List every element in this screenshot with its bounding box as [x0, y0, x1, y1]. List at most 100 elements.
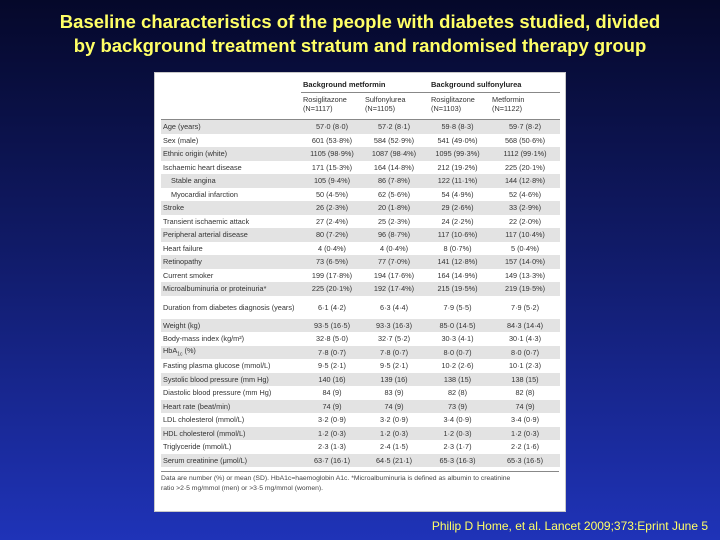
slide-title-line-1: Baseline characteristics of the people w… [59, 11, 661, 32]
cell-col-1: 199 (17·8%) [311, 270, 353, 280]
cell-col-3: 7·9 (5·5) [443, 302, 472, 312]
cell-col-2: 7·8 (0·7) [380, 347, 408, 357]
cell-col-3: 8 (0·7%) [443, 243, 472, 253]
column-header-2-name: Sulfonylurea [365, 95, 406, 104]
cell-col-4: 59·7 (8·2) [508, 122, 542, 132]
table-body: Age (years) 57·0 (8·0) 57·2 (8·1) 59·8 (8·3… [161, 119, 561, 467]
table-row: Duration from diabetes diagnosis (years)… [161, 295, 561, 319]
row-label: Stroke [163, 203, 185, 213]
column-header-row: Rosiglitazone (N=1117) Sulfonylurea (N=110… [161, 93, 561, 120]
group-header-row: Background metformin Background sulfonyl… [161, 76, 561, 93]
cell-col-2: 32·7 (5·2) [377, 334, 411, 344]
cell-col-3: 141 (12·8%) [437, 257, 478, 267]
cell-col-1: 27 (2·4%) [315, 216, 349, 226]
footnote-line-1: Data are number (%) or mean (SD). HbA1c=… [161, 475, 511, 482]
cell-col-2: 4 (0·4%) [380, 243, 408, 253]
row-label: Heart failure [163, 243, 203, 253]
cell-col-1: 50 (4·5%) [315, 189, 349, 199]
cell-col-1: 140 (16) [318, 374, 346, 384]
cell-col-3: 24 (2·2%) [441, 216, 474, 226]
table-row: Serum creatinine (μmol/L) 63·7 (16·1) 64·5… [161, 453, 561, 467]
table-row: Heart failure 4 (0·4%) 4 (0·4%) 8 (0·7%) 5 (… [161, 241, 561, 255]
cell-col-3: 59·8 (8·3) [441, 122, 474, 132]
cell-col-4: 52 (4·6%) [508, 189, 542, 199]
cell-col-1: 3·2 (0·9) [318, 415, 346, 425]
cell-col-2: 77 (7·0%) [377, 257, 411, 267]
row-label: Ischaemic heart disease [163, 162, 242, 172]
table-row: LDL cholesterol (mmol/L) 3·2 (0·9) 3·2 (0·… [161, 413, 561, 427]
cell-col-1: 1·2 (0·3) [318, 428, 346, 438]
table-footnote: Data are number (%) or mean (SD). HbA1c=… [161, 471, 559, 494]
cell-col-4: 3·4 (0·9) [511, 415, 539, 425]
cell-col-3: 85·0 (14·5) [439, 320, 476, 330]
cell-col-4: 138 (15) [511, 374, 539, 384]
row-label: Peripheral arterial disease [163, 230, 248, 240]
cell-col-1: 2·3 (1·3) [318, 442, 346, 452]
cell-col-1: 4 (0·4%) [318, 243, 346, 253]
cell-col-3: 82 (8) [447, 388, 468, 398]
table-row: Transient ischaemic attack 27 (2·4%) 25 (2… [161, 214, 561, 228]
row-label: Transient ischaemic attack [163, 216, 250, 226]
table-row: Stable angina 105 (9·4%) 86 (7·8%) 122 (11·… [161, 174, 561, 188]
column-header-1-n: (N=1117) [303, 104, 333, 113]
cell-col-3: 1095 (99·3%) [435, 149, 480, 159]
row-label: LDL cholesterol (mmol/L) [163, 415, 245, 425]
table-row: Ethnic origin (white) 1105 (98·9%) 1087 (9… [161, 147, 561, 161]
cell-col-2: 62 (5·6%) [377, 189, 411, 199]
cell-col-3: 212 (19·2%) [437, 162, 478, 172]
table-row: Microalbuminuria or proteinuria* 225 (20·… [161, 282, 561, 296]
table-row: Myocardial infarction 50 (4·5%) 62 (5·6%) 5… [161, 187, 561, 201]
cell-col-2: 57·2 (8·1) [377, 122, 411, 132]
column-header-3: Rosiglitazone (N=1103) [425, 93, 490, 120]
row-label: Ethnic origin (white) [163, 149, 228, 159]
slide-title-line-2: by background treatment stratum and rand… [73, 35, 647, 56]
cell-col-4: 8·0 (0·7) [511, 347, 539, 357]
cell-col-3: 164 (14·9%) [437, 270, 478, 280]
table-row: Diastolic blood pressure (mm Hg) 84 (9) 83… [161, 386, 561, 400]
row-label: Triglyceride (mmol/L) [163, 442, 232, 452]
table-row: Retinopathy 73 (6·5%) 77 (7·0%) 141 (12·8%)… [161, 255, 561, 269]
cell-col-2: 164 (14·8%) [373, 162, 415, 172]
table-row: Stroke 26 (2·3%) 20 (1·8%) 29 (2·6%) 33 (2·9… [161, 201, 561, 215]
table-row: Fasting plasma glucose (mmol/L) 9·5 (2·1)… [161, 359, 561, 373]
row-label: Heart rate (beat/min) [163, 401, 231, 411]
table-row: Heart rate (beat/min) 74 (9) 74 (9) 73 (9) 7… [161, 399, 561, 413]
cell-col-2: 25 (2·3%) [377, 216, 411, 226]
column-header-3-name: Rosiglitazone [431, 95, 475, 104]
cell-col-4: 82 (8) [515, 388, 535, 398]
cell-col-4: 157 (14·0%) [504, 257, 546, 267]
group-header-blank [161, 76, 301, 93]
column-header-4-name: Metformin [492, 95, 525, 104]
cell-col-4: 5 (0·4%) [511, 243, 539, 253]
cell-col-1: 93·5 (16·5) [313, 320, 351, 330]
cell-col-1: 105 (9·4%) [313, 176, 351, 186]
cell-col-3: 10·2 (2·6) [441, 361, 474, 371]
column-header-4-n: (N=1122) [492, 104, 523, 113]
row-label: Microalbuminuria or proteinuria* [163, 284, 267, 294]
cell-col-4: 1112 (99·1%) [503, 149, 547, 159]
table-row: HbA1c (%) 7·8 (0·7) 7·8 (0·7) 8·0 (0·7) 8·0 … [161, 345, 561, 359]
cell-col-2: 20 (1·8%) [377, 203, 411, 213]
row-label: HDL cholesterol (mmol/L) [163, 428, 246, 438]
column-header-2: Sulfonylurea (N=1105) [363, 93, 425, 120]
cell-col-2: 1087 (98·4%) [371, 149, 417, 159]
cell-col-1: 63·7 (16·1) [313, 455, 351, 465]
cell-col-4: 1·2 (0·3) [511, 428, 539, 438]
baseline-characteristics-table: Background metformin Background sulfonyl… [161, 76, 561, 467]
column-header-blank [161, 93, 301, 120]
footnote-line-2: ratio >2·5 mg/mmol (men) or >3·5 mg/mmol… [161, 485, 324, 492]
cell-col-4: 84·3 (14·4) [506, 320, 544, 330]
cell-col-3: 29 (2·6%) [441, 203, 474, 213]
cell-col-3: 8·0 (0·7) [443, 347, 472, 357]
cell-col-4: 33 (2·9%) [508, 203, 542, 213]
cell-col-2: 1·2 (0·3) [380, 428, 408, 438]
row-label: Retinopathy [163, 257, 202, 267]
cell-col-1: 74 (9) [322, 401, 342, 411]
cell-col-4: 225 (20·1%) [504, 162, 546, 172]
cell-col-1: 7·8 (0·7) [318, 347, 346, 357]
cell-col-2: 83 (9) [384, 388, 404, 398]
table-row: Triglyceride (mmol/L) 2·3 (1·3) 2·4 (1·5) 2… [161, 440, 561, 454]
cell-col-2: 139 (16) [380, 374, 408, 384]
cell-col-4: 568 (50·6%) [504, 135, 546, 145]
column-header-3-n: (N=1103) [431, 104, 462, 113]
